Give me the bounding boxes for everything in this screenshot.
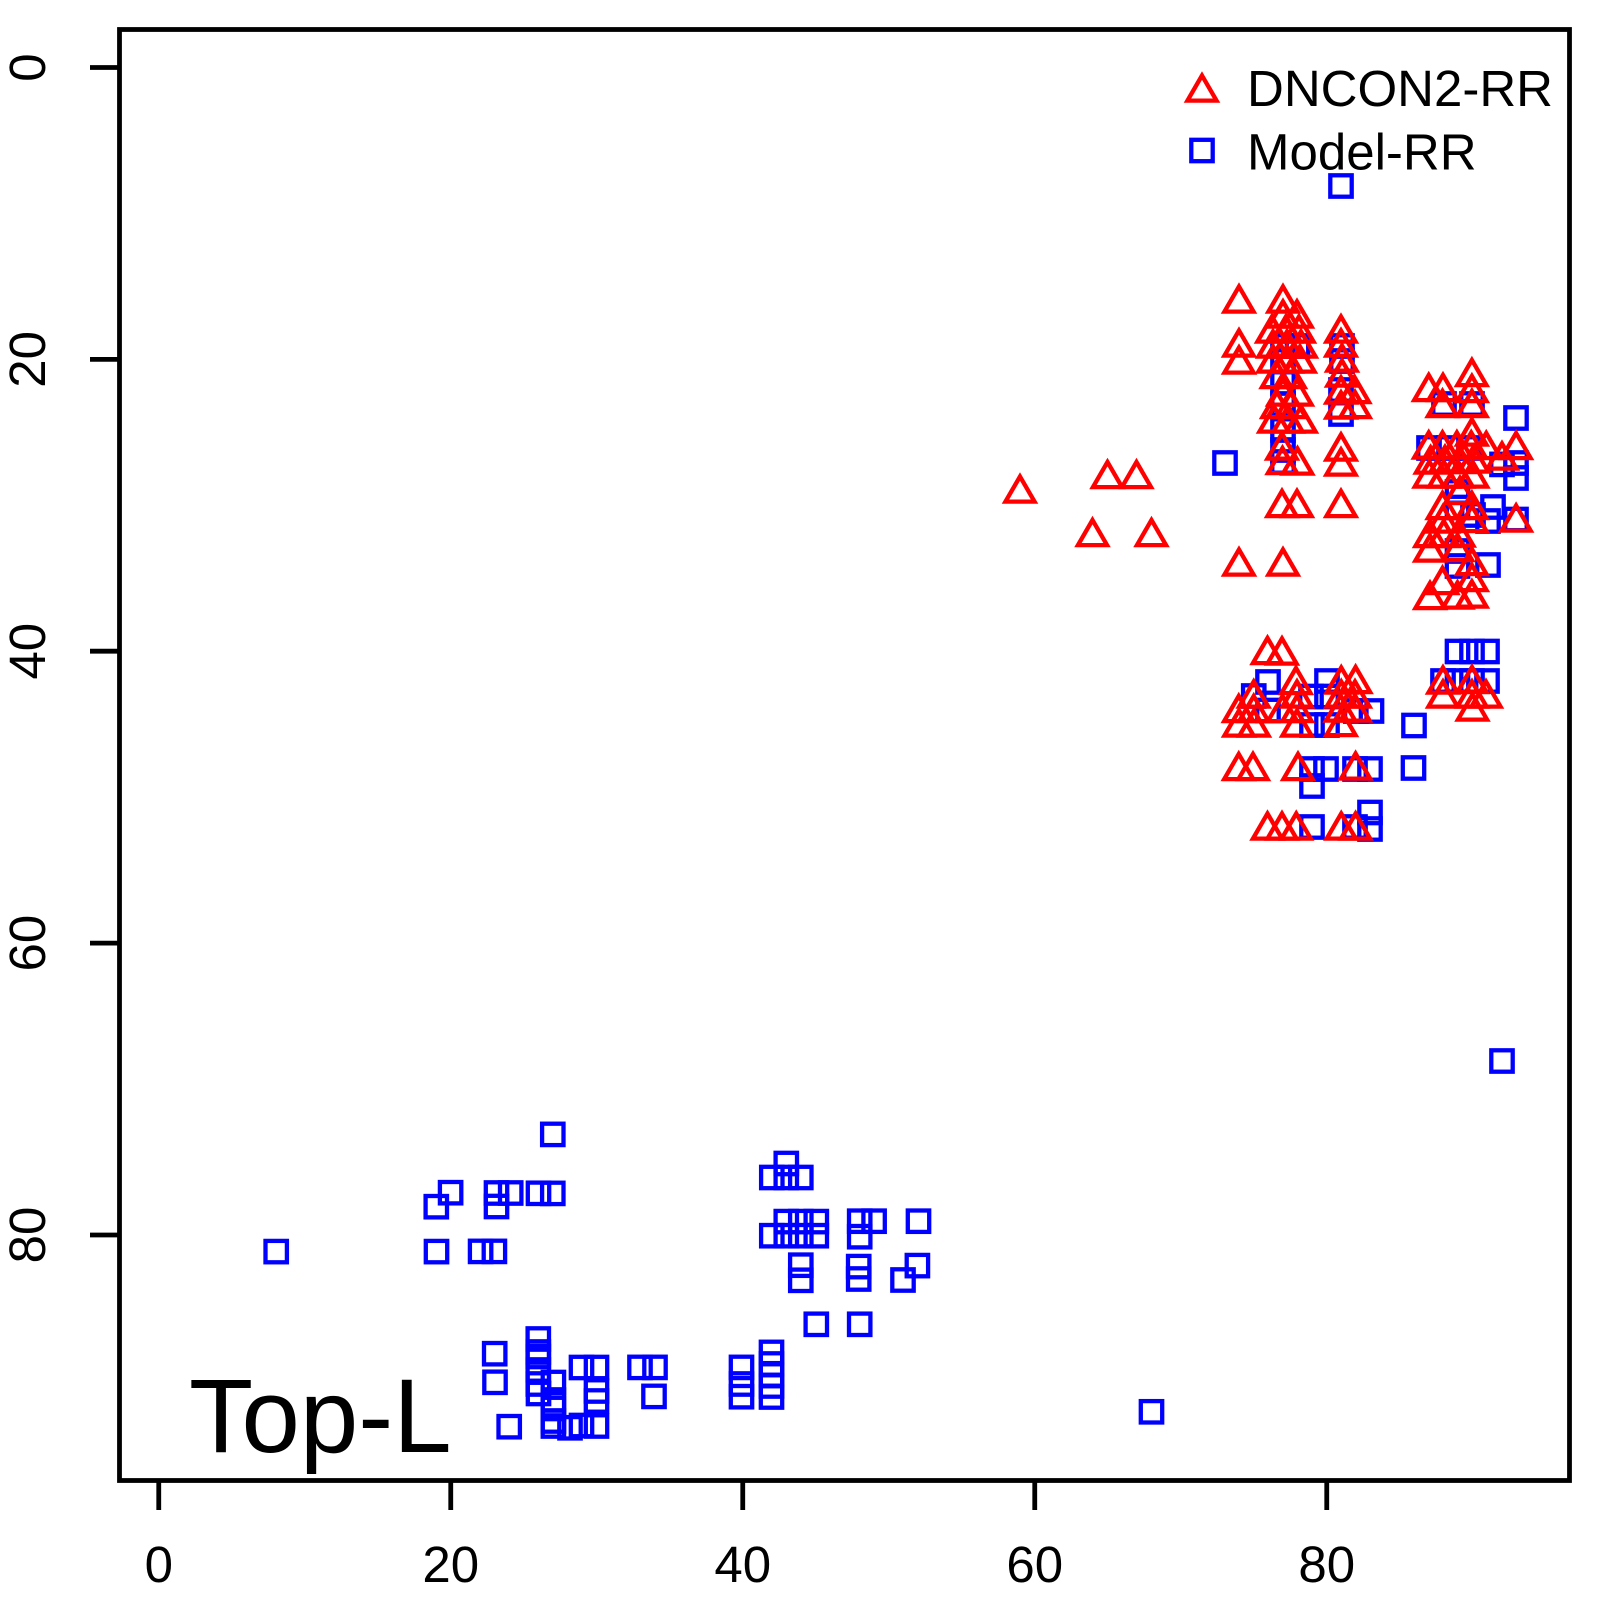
- svg-text:0: 0: [0, 53, 56, 81]
- svg-text:Model-RR: Model-RR: [1247, 124, 1477, 181]
- svg-text:60: 60: [1006, 1536, 1063, 1593]
- svg-text:0: 0: [145, 1536, 173, 1593]
- svg-text:80: 80: [1298, 1536, 1355, 1593]
- svg-text:80: 80: [0, 1207, 56, 1264]
- svg-text:40: 40: [0, 623, 56, 680]
- svg-text:20: 20: [422, 1536, 479, 1593]
- svg-text:40: 40: [714, 1536, 771, 1593]
- svg-text:DNCON2-RR: DNCON2-RR: [1247, 60, 1553, 117]
- svg-text:20: 20: [0, 331, 56, 388]
- svg-text:60: 60: [0, 915, 56, 972]
- svg-text:Top-L: Top-L: [189, 1358, 452, 1475]
